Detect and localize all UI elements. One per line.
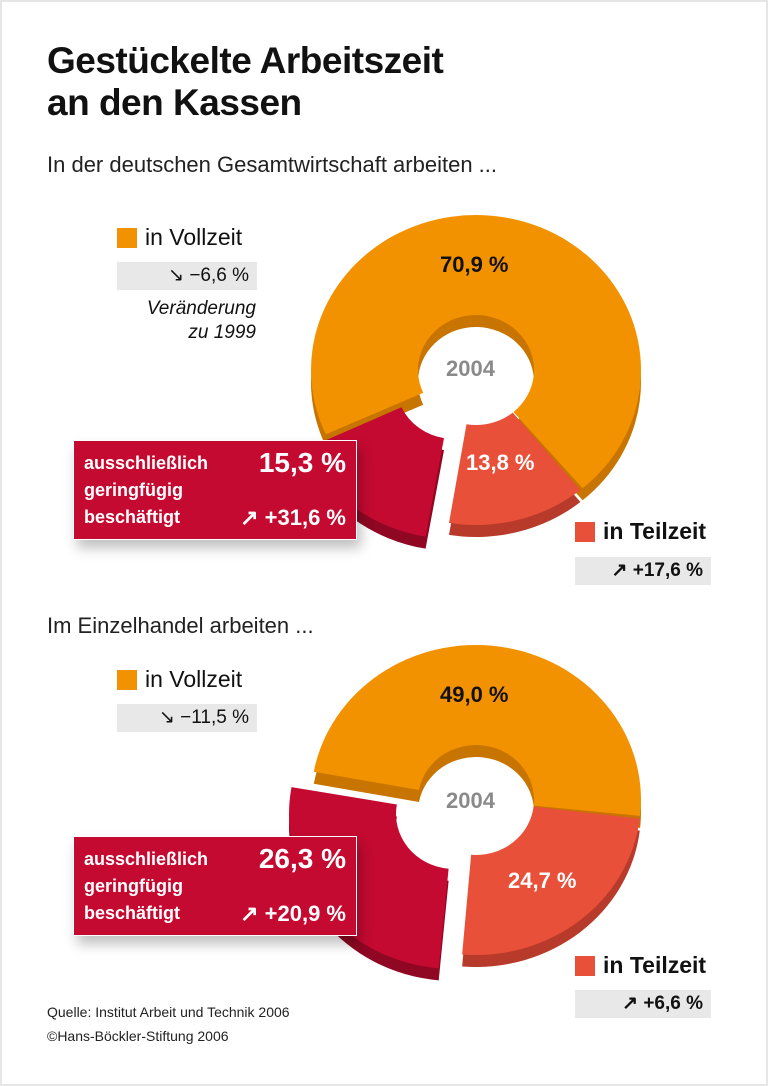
slice-vollzeit	[313, 645, 641, 816]
legend-label: in Vollzeit	[145, 666, 243, 692]
title-line-2: an den Kassen	[47, 82, 302, 123]
arrow-up-right-icon: ↗	[240, 505, 265, 530]
value-label-vollzeit-1: 70,9 %	[440, 252, 509, 277]
donut-chart-2	[289, 645, 641, 981]
slice-geringfuegig	[304, 407, 445, 537]
center-label-2: 2004	[446, 788, 495, 813]
change-value: +17,6 %	[632, 560, 703, 581]
value-label-geringfuegig-1: 15,3 %	[258, 447, 346, 478]
change-value: +20,9 %	[264, 901, 346, 926]
box-text: ausschließlich geringfügig beschäftigt	[84, 450, 208, 531]
change-value: −11,5 %	[180, 707, 249, 728]
value-label-geringfuegig-2: 26,3 %	[258, 843, 346, 874]
legend-label: in Teilzeit	[603, 518, 707, 544]
title-line-1: Gestückelte Arbeitszeit	[47, 40, 444, 81]
slice-teilzeit	[448, 412, 581, 525]
page-title: Gestückelte Arbeitszeit an den Kassen	[47, 40, 444, 124]
arrow-down-right-icon: ↘	[168, 265, 190, 286]
swatch	[575, 955, 595, 976]
legend-teilzeit-2: in Teilzeit	[575, 952, 706, 979]
arrow-up-right-icon: ↗	[622, 993, 644, 1014]
note-line: zu 1999	[188, 322, 256, 343]
line: beschäftigt	[84, 903, 181, 923]
geringfuegig-box-2: ausschließlich geringfügig beschäftigt 26,…	[73, 836, 357, 936]
donut-chart-1	[304, 215, 641, 549]
change-geringfuegig-2: ↗ +20,9 %	[240, 901, 346, 927]
line: geringfügig	[84, 480, 183, 500]
change-vollzeit-2: ↘ −11,5 %	[117, 704, 257, 732]
swatch	[117, 227, 137, 248]
slice-teilzeit	[462, 806, 640, 955]
legend-label: in Teilzeit	[603, 952, 707, 978]
value-label-teilzeit-1: 13,8 %	[466, 450, 535, 475]
change-value: +6,6 %	[643, 993, 703, 1014]
swatch	[575, 521, 595, 542]
arrow-down-right-icon: ↘	[158, 707, 181, 728]
line: ausschließlich	[84, 849, 209, 869]
slice-geringfuegig	[289, 787, 449, 969]
change-note: Veränderung zu 1999	[100, 297, 256, 345]
subtitle-2: Im Einzelhandel arbeiten ...	[47, 613, 314, 638]
change-teilzeit-2: ↗ +6,6 %	[575, 990, 711, 1018]
copyright: ©Hans-Böckler-Stiftung 2006	[47, 1028, 229, 1044]
subtitle-1: In der deutschen Gesamtwirtschaft arbeit…	[47, 152, 498, 177]
change-teilzeit-1: ↗ +17,6 %	[575, 557, 711, 585]
change-geringfuegig-1: ↗ +31,6 %	[240, 505, 346, 531]
legend-vollzeit-1: in Vollzeit	[117, 224, 242, 251]
legend-teilzeit-1: in Teilzeit	[575, 518, 706, 545]
value-label-teilzeit-2: 24,7 %	[508, 868, 577, 893]
line: beschäftigt	[84, 507, 181, 527]
arrow-up-right-icon: ↗	[611, 560, 633, 581]
slice-vollzeit	[310, 215, 641, 489]
box-text: ausschließlich geringfügig beschäftigt	[84, 846, 208, 927]
source: Quelle: Institut Arbeit und Technik 2006	[47, 1004, 290, 1020]
value-label-vollzeit-2: 49,0 %	[440, 682, 509, 707]
legend-label: in Vollzeit	[145, 224, 243, 250]
arrow-up-right-icon: ↗	[240, 901, 265, 926]
line: geringfügig	[84, 876, 183, 896]
center-label-1: 2004	[446, 356, 495, 381]
geringfuegig-box-1: ausschließlich geringfügig beschäftigt 15,…	[73, 440, 357, 540]
note-line: Veränderung	[146, 298, 256, 319]
change-value: −6,6 %	[189, 265, 249, 286]
line: ausschließlich	[84, 453, 209, 473]
change-value: +31,6 %	[264, 505, 346, 530]
legend-vollzeit-2: in Vollzeit	[117, 666, 242, 693]
swatch	[117, 669, 137, 690]
change-vollzeit-1: ↘ −6,6 %	[117, 262, 257, 290]
